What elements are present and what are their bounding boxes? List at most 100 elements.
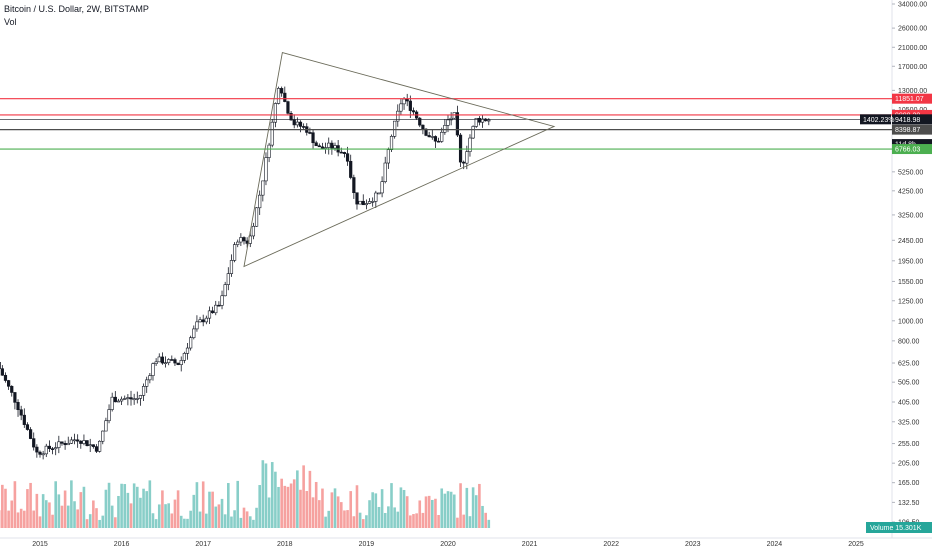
volume-bar xyxy=(208,491,211,528)
chart-title: Bitcoin / U.S. Dollar, 2W, BITSTAMP xyxy=(4,4,149,14)
volume-bar xyxy=(258,485,261,528)
candle-body xyxy=(393,120,397,137)
candle-body xyxy=(25,424,30,430)
candle-body xyxy=(69,439,73,444)
candle-body xyxy=(374,192,378,202)
price-axis: 34000.00 26000.00 21000.00 17000.00 13000.00… xyxy=(892,2,927,527)
candle-body xyxy=(443,125,447,133)
volume-bar xyxy=(201,481,205,528)
candle-body xyxy=(308,132,312,134)
candle-body xyxy=(113,396,117,403)
volume-bar xyxy=(324,516,327,528)
candle-body xyxy=(16,402,20,411)
candle-body xyxy=(104,420,108,432)
volume-bar xyxy=(440,488,444,528)
volume-bar xyxy=(261,460,265,528)
y-tick-label: 1250.00 xyxy=(898,298,923,305)
volume-bar xyxy=(449,491,453,528)
x-tick-label: 2023 xyxy=(685,541,701,548)
volume-bar xyxy=(270,462,274,528)
y-tick-label: 800.00 xyxy=(898,338,920,345)
candle-body xyxy=(283,92,287,102)
x-tick-label: 2018 xyxy=(277,541,293,548)
candle-body xyxy=(185,347,190,354)
candle-body xyxy=(474,117,478,127)
time-axis: 2015 2016 2017 2018 2019 2020 2021 2022 2023 2024… xyxy=(32,541,864,548)
percent-tag-label: 1402.23% xyxy=(863,117,895,124)
candle-body xyxy=(154,361,158,364)
candle-body xyxy=(289,112,293,121)
candle-body xyxy=(349,160,353,178)
volume-bar xyxy=(151,513,155,528)
volume-bar xyxy=(19,508,23,528)
volume-bar xyxy=(462,514,465,528)
candle-body xyxy=(389,136,394,150)
volume-bar xyxy=(183,518,186,528)
candle-body xyxy=(371,201,375,203)
volume-bar xyxy=(126,492,130,528)
candle-body xyxy=(421,124,425,130)
candle-body xyxy=(280,88,284,94)
candle-body xyxy=(167,359,171,364)
volume-bar xyxy=(57,494,61,528)
candle-body xyxy=(201,319,205,323)
candle-body xyxy=(236,241,240,245)
volume-bar xyxy=(471,487,475,528)
candle-body xyxy=(383,162,387,182)
candle-body xyxy=(54,447,58,450)
candle-body xyxy=(239,237,243,243)
volume-bar xyxy=(333,488,337,528)
volume-bar xyxy=(154,519,158,528)
percent-tag xyxy=(860,114,891,125)
volume-bar xyxy=(283,485,287,528)
candle-body xyxy=(7,380,11,387)
volume-bar xyxy=(383,512,387,528)
candle-body xyxy=(411,110,416,113)
candle-body xyxy=(302,126,306,128)
candle-body xyxy=(126,397,130,399)
candle-body xyxy=(176,362,180,365)
volume-bar xyxy=(51,514,54,528)
y-tick-label: 34000.00 xyxy=(898,2,927,9)
volume-bar xyxy=(1,484,4,528)
volume-bar xyxy=(305,491,309,528)
volume-bar xyxy=(402,489,406,528)
volume-bar xyxy=(412,514,415,528)
candle-body xyxy=(44,445,48,455)
volume-bar xyxy=(311,497,315,528)
candle-body xyxy=(258,194,262,209)
volume-bar xyxy=(79,492,83,528)
volume-bar xyxy=(230,516,233,528)
candle-body xyxy=(76,439,80,442)
candle-body xyxy=(323,147,328,149)
volume-bar xyxy=(7,510,10,528)
candle-body xyxy=(226,273,230,285)
candle-body xyxy=(377,192,381,195)
price-tag-label: 8398.87 xyxy=(895,127,920,134)
candle-body xyxy=(148,375,152,381)
volume-bar xyxy=(35,493,39,528)
volume-bar xyxy=(468,516,472,528)
volume-bar xyxy=(459,483,462,528)
volume-bar xyxy=(139,497,142,528)
price-tag xyxy=(892,124,932,135)
volume-bar xyxy=(123,484,127,528)
volume-bar xyxy=(63,490,67,528)
volume-bar xyxy=(132,483,136,528)
volume-bar xyxy=(452,494,456,528)
candle-body xyxy=(440,131,444,142)
volume-bar xyxy=(192,494,196,528)
candles xyxy=(0,86,491,460)
volume-bar xyxy=(76,509,79,528)
candle-body xyxy=(88,444,92,447)
y-tick-label: 21000.00 xyxy=(898,45,927,52)
volume-bar xyxy=(437,515,440,528)
volume-bar xyxy=(164,504,167,528)
candle-body xyxy=(129,397,133,400)
candle-body xyxy=(138,395,143,399)
x-tick-label: 2024 xyxy=(767,541,783,548)
volume-bar xyxy=(321,488,324,528)
